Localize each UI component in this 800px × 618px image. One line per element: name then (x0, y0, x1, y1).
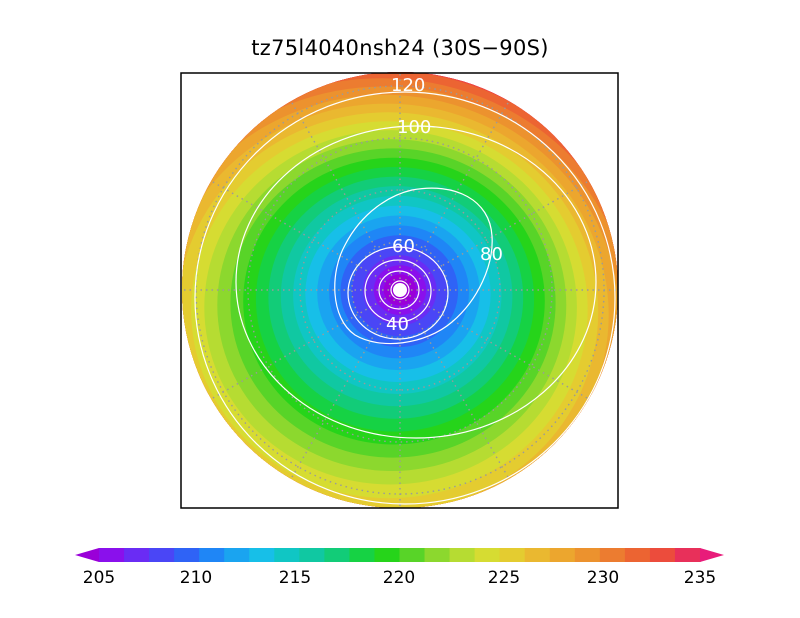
colorbar-bin (599, 548, 626, 562)
colorbar-tick-230: 230 (586, 568, 620, 588)
contour-label-120: 120 (391, 75, 425, 96)
colorbar-bin (649, 548, 676, 562)
plot-frame (180, 72, 619, 509)
colorbar-bin (374, 548, 401, 562)
colorbar-arrow-high (700, 548, 724, 562)
colorbar-bin (674, 548, 701, 562)
contour-label-40: 40 (386, 314, 409, 335)
contour-100 (235, 125, 597, 439)
colorbar-bin (199, 548, 225, 562)
meridian-line (290, 289, 401, 480)
colorbar-tick-235: 235 (683, 568, 717, 588)
colorbar-bin (524, 548, 551, 562)
colorbar-bin (424, 548, 451, 562)
colorbar-bin (174, 548, 200, 562)
colorbar-bin (149, 548, 175, 562)
colorbar-arrow-low (75, 548, 99, 562)
colorbar-bin (574, 548, 601, 562)
colorbar-bin (349, 548, 376, 562)
colorbar-tick-220: 220 (382, 568, 416, 588)
colorbar-bin (249, 548, 275, 562)
colorbar-bin (224, 548, 250, 562)
colorbar-tick-215: 215 (278, 568, 312, 588)
colorbar-tick-210: 210 (179, 568, 213, 588)
contour-120 (194, 91, 616, 505)
colorbar-bin (124, 548, 150, 562)
latitude-circle (247, 137, 553, 443)
contour-inner (378, 270, 420, 310)
meridian-line (210, 289, 401, 400)
contour-inner (390, 280, 410, 300)
contour-label-60: 60 (392, 236, 415, 257)
pole-marker (393, 283, 407, 297)
contour-40 (364, 259, 432, 323)
colorbar-bin (324, 548, 351, 562)
colorbar-bin (299, 548, 325, 562)
contour-label-100: 100 (397, 117, 431, 138)
colorbar-bin (274, 548, 300, 562)
colorbar-bin (399, 548, 426, 562)
meridian-line (399, 289, 510, 480)
contour-label-80: 80 (480, 244, 503, 265)
colorbar-bin (499, 548, 526, 562)
colorbar-tick-205: 205 (82, 568, 116, 588)
colorbar-bin (474, 548, 501, 562)
colorbar-tick-225: 225 (487, 568, 521, 588)
contour-80 (334, 187, 493, 345)
plot-title: tz75l4040nsh24 (30S−90S) (251, 36, 549, 60)
meridian-line (290, 100, 401, 291)
contour-lines (194, 91, 616, 505)
colorbar-bin (449, 548, 476, 562)
meridian-line (399, 289, 590, 400)
contour-labels: 120 100 80 60 40 (386, 75, 503, 335)
meridian-line (399, 180, 590, 291)
meridian-line (210, 180, 401, 291)
meridian-line (399, 100, 510, 291)
colorbar-bin (624, 548, 651, 562)
colorbar-bin (99, 548, 125, 562)
contour-60 (347, 246, 449, 340)
colorbar-bin (549, 548, 576, 562)
